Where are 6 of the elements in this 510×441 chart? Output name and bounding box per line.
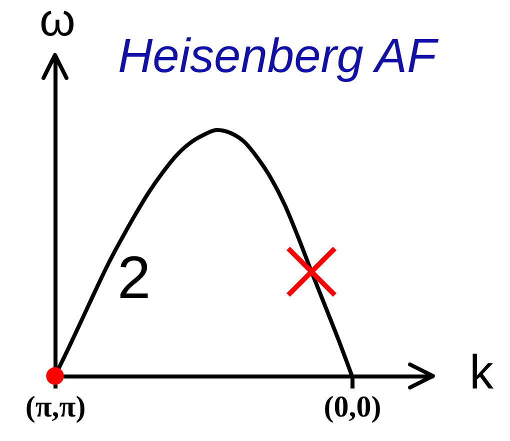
x-axis-title: k bbox=[470, 346, 494, 400]
annotation: 2 bbox=[117, 244, 151, 311]
chart-title: Heisenberg AF bbox=[118, 30, 440, 83]
x-tick-label: (π,π) bbox=[25, 390, 86, 424]
y-axis-title: ω bbox=[40, 0, 76, 46]
x-tick-label: (0,0) bbox=[324, 390, 382, 424]
